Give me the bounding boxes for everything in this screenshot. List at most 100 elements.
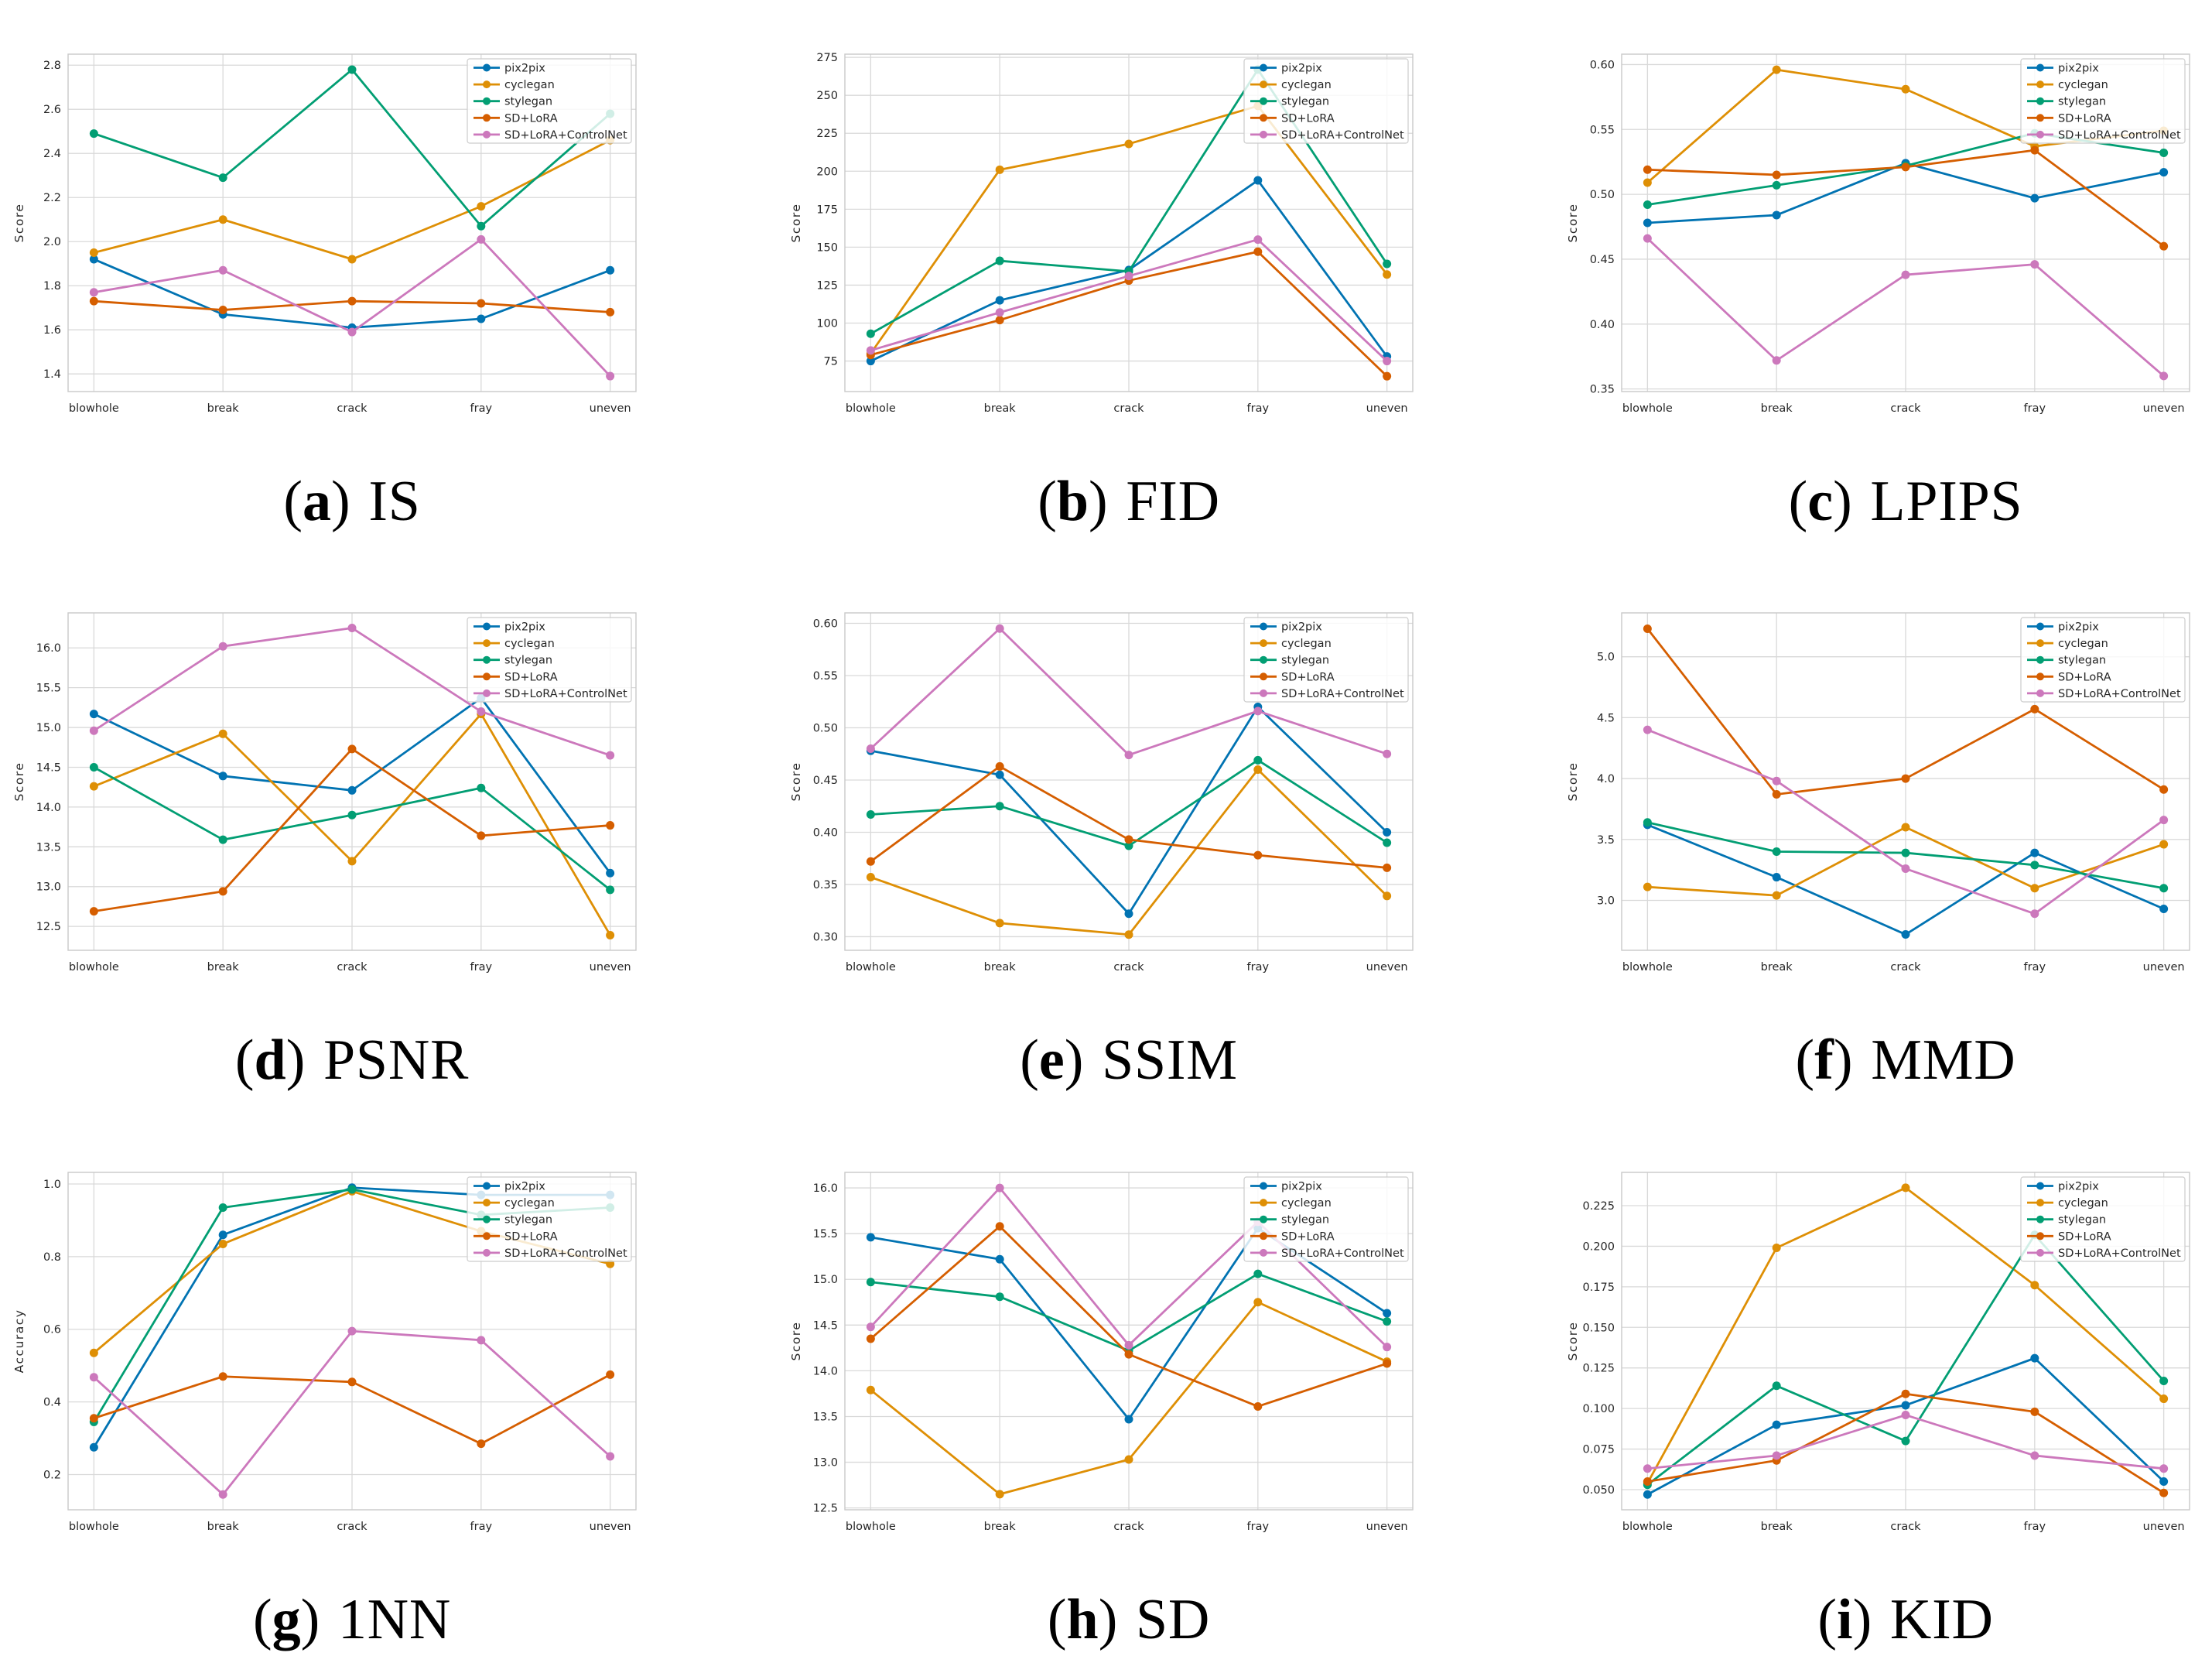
gridlines (845, 54, 1413, 392)
svg-text:uneven: uneven (2143, 961, 2185, 974)
series-stylegan (1643, 818, 2169, 893)
legend-label: pix2pix (1281, 621, 1322, 634)
svg-text:crack: crack (337, 1521, 368, 1533)
chart-cell-a-is: 1.4 1.6 1.8 2.0 2.2 2.4 2.6 2.8 blowhole break cra… (0, 0, 737, 554)
svg-text:blowhole: blowhole (69, 402, 119, 415)
legend: pix2pix cyclegan stylegan SD+LoRA SD+LoRA+Co… (1243, 1176, 1409, 1262)
legend: pix2pix cyclegan stylegan SD+LoRA SD+LoRA+Co… (2020, 58, 2186, 144)
svg-text:fray: fray (1247, 402, 1270, 415)
series-cyclegan (89, 710, 615, 939)
y-axis-label: Score (12, 204, 26, 243)
legend-marker-icon (1260, 1199, 1267, 1207)
chart-caption-d: d PSNR (0, 1021, 704, 1099)
svg-text:break: break (1761, 1521, 1793, 1533)
y-axis-label: Score (1566, 204, 1580, 243)
caption-letter: c (1789, 469, 1852, 535)
legend-label: pix2pix (1281, 1181, 1322, 1193)
y-tick-labels: 3.0 3.5 4.0 4.5 5.0 (1597, 652, 1615, 908)
y-axis-label: Score (789, 1322, 803, 1361)
svg-text:blowhole: blowhole (846, 402, 896, 415)
svg-text:fray: fray (470, 1521, 493, 1533)
svg-text:blowhole: blowhole (1622, 402, 1673, 415)
svg-text:3.0: 3.0 (1597, 895, 1615, 907)
legend-label: cyclegan (504, 79, 555, 91)
svg-text:0.125: 0.125 (1582, 1363, 1615, 1375)
svg-text:fray: fray (2024, 961, 2046, 974)
svg-text:14.5: 14.5 (36, 761, 61, 774)
svg-text:blowhole: blowhole (69, 1521, 119, 1533)
svg-text:0.55: 0.55 (1590, 124, 1615, 136)
caption-metric: PSNR (323, 1028, 470, 1092)
caption-metric: IS (368, 469, 421, 533)
legend-marker-icon (1260, 689, 1267, 697)
legend-item-cyclegan: cyclegan (1250, 638, 1332, 650)
svg-text:blowhole: blowhole (846, 1521, 896, 1533)
x-tick-labels: blowhole break crack fray uneven (1622, 961, 2185, 974)
chart-canvas-e-ssim: 0.30 0.35 0.40 0.45 0.50 0.55 0.60 blowhole brea… (789, 612, 1414, 974)
y-tick-labels: 12.5 13.0 13.5 14.0 14.5 15.0 15.5 16.0 (813, 1182, 838, 1515)
svg-text:0.6: 0.6 (43, 1324, 61, 1336)
svg-text:1.0: 1.0 (43, 1179, 61, 1191)
legend-item-stylegan: stylegan (474, 1214, 552, 1227)
svg-text:75: 75 (824, 356, 838, 368)
chart-canvas-b-fid: 75 100 125 150 175 200 225 250 275 blowhole break c… (789, 52, 1414, 415)
legend-label: SD+LoRA+ControlNet (504, 129, 627, 142)
legend: pix2pix cyclegan stylegan SD+LoRA SD+LoRA+Co… (1243, 58, 1409, 144)
svg-text:4.5: 4.5 (1597, 712, 1615, 724)
legend-marker-icon (2036, 1215, 2044, 1223)
chart-cell-c-lpips: 0.35 0.40 0.45 0.50 0.55 0.60 blowhole break cra… (1554, 0, 2212, 554)
x-tick-labels: blowhole break crack fray uneven (846, 402, 1408, 415)
legend: pix2pix cyclegan stylegan SD+LoRA SD+LoRA+Co… (467, 1176, 632, 1262)
caption-metric: FID (1126, 469, 1220, 533)
svg-text:2.8: 2.8 (43, 60, 61, 72)
svg-text:2.6: 2.6 (43, 104, 61, 116)
caption-letter: d (235, 1028, 305, 1093)
legend-label: SD+LoRA+ControlNet (1281, 1247, 1404, 1260)
svg-text:0.40: 0.40 (1590, 319, 1615, 331)
legend: pix2pix cyclegan stylegan SD+LoRA SD+LoRA+Co… (2020, 617, 2186, 703)
legend-label: cyclegan (1281, 79, 1332, 91)
chart-cell-e-ssim: 0.30 0.35 0.40 0.45 0.50 0.55 0.60 blowhole brea… (777, 559, 1514, 1113)
svg-text:1.8: 1.8 (43, 280, 61, 293)
svg-text:fray: fray (1247, 1521, 1270, 1533)
legend-marker-icon (2036, 672, 2044, 681)
y-axis-label: Score (1566, 762, 1580, 802)
caption-letter: g (253, 1587, 320, 1653)
legend-label: SD+LoRA (1281, 112, 1335, 125)
svg-text:13.0: 13.0 (36, 881, 61, 894)
y-axis-label: Accuracy (12, 1309, 26, 1374)
svg-text:break: break (984, 961, 1017, 974)
legend-item-cyclegan: cyclegan (2027, 1197, 2108, 1210)
legend-label: SD+LoRA (504, 671, 558, 683)
legend-marker-icon (1260, 130, 1267, 139)
svg-text:5.0: 5.0 (1597, 652, 1615, 664)
legend-label: SD+LoRA+ControlNet (2058, 1247, 2181, 1260)
legend-label: SD+LoRA+ControlNet (1281, 688, 1404, 700)
axes-spine (1621, 1172, 2190, 1511)
svg-text:2.4: 2.4 (43, 148, 61, 160)
svg-text:16.0: 16.0 (36, 642, 61, 655)
series-stylegan (89, 762, 615, 895)
legend-item-pix2pix: pix2pix (2027, 63, 2099, 75)
legend-marker-icon (483, 622, 491, 631)
legend-label: cyclegan (1281, 638, 1332, 650)
legend-marker-icon (483, 639, 491, 648)
svg-text:crack: crack (1890, 402, 1921, 415)
legend-item-stylegan: stylegan (2027, 655, 2106, 667)
svg-text:fray: fray (2024, 1521, 2046, 1533)
legend-item-stylegan: stylegan (1250, 96, 1329, 108)
axes-spine (1621, 612, 2190, 951)
legend-item-cyclegan: cyclegan (2027, 638, 2108, 650)
legend-item-SD+LoRA: SD+LoRA (474, 112, 558, 125)
axes-spine (844, 1172, 1414, 1511)
svg-text:0.35: 0.35 (813, 879, 838, 891)
svg-text:0.2: 0.2 (43, 1469, 61, 1481)
legend-label: cyclegan (504, 638, 555, 650)
svg-text:0.50: 0.50 (813, 722, 838, 734)
svg-text:15.5: 15.5 (813, 1228, 838, 1240)
legend-item-stylegan: stylegan (1250, 655, 1329, 667)
chart-caption-c: c LPIPS (1554, 463, 2212, 540)
legend: pix2pix cyclegan stylegan SD+LoRA SD+LoRA+Co… (467, 617, 632, 703)
svg-text:16.0: 16.0 (813, 1182, 838, 1195)
y-tick-labels: 0.35 0.40 0.45 0.50 0.55 0.60 (1590, 59, 1615, 395)
